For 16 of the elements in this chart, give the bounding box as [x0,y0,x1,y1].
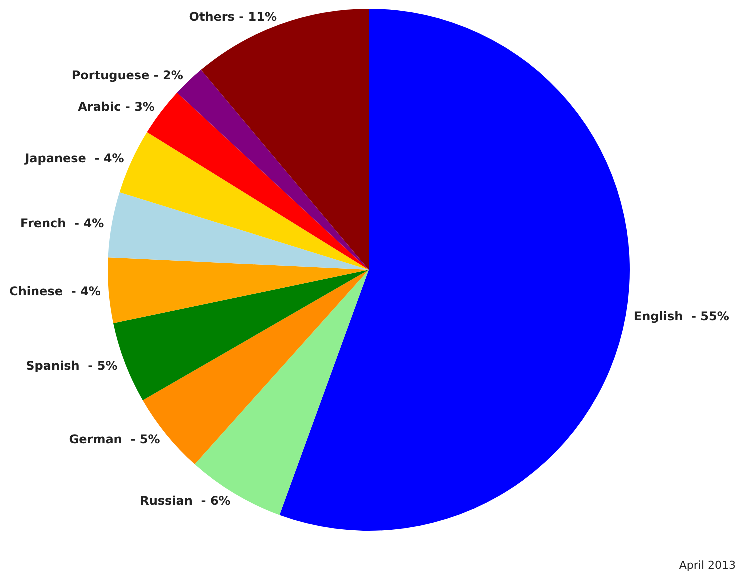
slice-label: Japanese - 4% [24,151,124,166]
slice-label: English - 55% [634,310,730,324]
slice-label: Others - 11% [189,10,277,24]
pie-slice [194,270,369,516]
pie-slice [108,192,369,270]
slice-label: German - 5% [69,432,160,447]
slice-label: Russian - 6% [140,494,231,508]
pie-slice [142,270,369,465]
slice-label: Spanish - 5% [26,359,118,373]
pie-slice [108,258,369,324]
slice-label: Chinese - 4% [10,284,101,298]
pie-slice [280,9,630,531]
slice-label: French - 4% [20,216,104,230]
slice-label: Portuguese - 2% [72,68,184,82]
slice-label: Arabic - 3% [78,100,155,114]
text: April 2013 [679,559,736,572]
